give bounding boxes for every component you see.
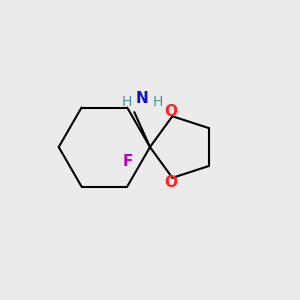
Text: N: N: [135, 92, 148, 106]
Text: H: H: [122, 95, 132, 110]
Text: F: F: [123, 154, 133, 169]
Text: O: O: [164, 176, 177, 190]
Text: O: O: [164, 104, 177, 119]
Text: H: H: [153, 95, 163, 110]
